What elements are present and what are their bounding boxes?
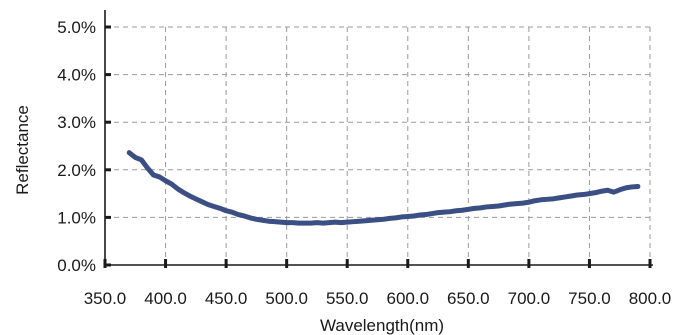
x-tick-label: 800.0 — [629, 289, 672, 308]
reflectance-series-line — [129, 153, 638, 223]
x-tick-label: 400.0 — [144, 289, 187, 308]
series-layer — [129, 153, 638, 223]
x-tick-label: 350.0 — [84, 289, 127, 308]
x-axis-label: Wavelength(nm) — [320, 316, 444, 335]
x-tick-label: 750.0 — [568, 289, 611, 308]
x-tick-label: 650.0 — [447, 289, 490, 308]
y-tick-label: 5.0% — [57, 18, 96, 37]
y-tick-label: 2.0% — [57, 161, 96, 180]
y-tick-label: 1.0% — [57, 208, 96, 227]
x-tick-label: 700.0 — [508, 289, 551, 308]
y-tick-label: 3.0% — [57, 113, 96, 132]
y-axis-label: Reflectance — [13, 105, 32, 195]
y-tick-label: 4.0% — [57, 66, 96, 85]
x-tick-label: 600.0 — [387, 289, 430, 308]
x-tick-label: 550.0 — [326, 289, 369, 308]
y-tick-label: 0.0% — [57, 256, 96, 275]
grid-layer — [105, 27, 650, 265]
x-tick-label: 450.0 — [205, 289, 248, 308]
x-tick-label: 500.0 — [265, 289, 308, 308]
axes-layer — [105, 10, 653, 265]
